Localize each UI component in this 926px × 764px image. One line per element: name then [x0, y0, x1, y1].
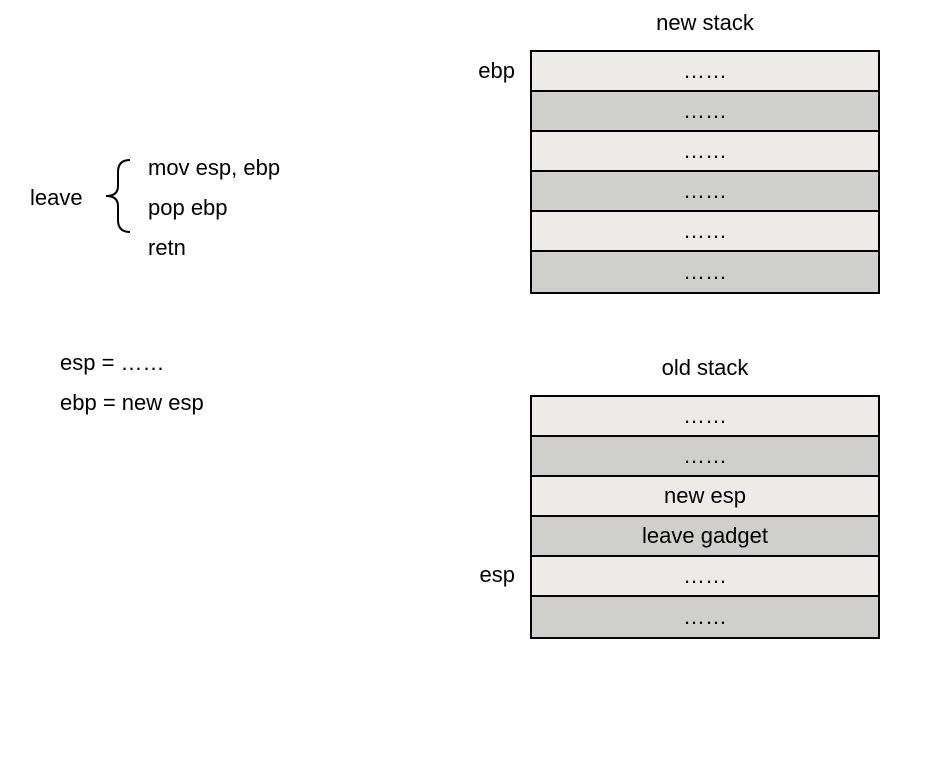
leave-label: leave	[30, 185, 83, 211]
instruction-retn: retn	[148, 235, 186, 261]
stack-row-text: ……	[683, 563, 727, 589]
old-stack-title-text: old stack	[662, 355, 749, 380]
stack-row-text: ……	[683, 98, 727, 124]
leave-label-text: leave	[30, 185, 83, 210]
new-stack-box: …… …… …… …… …… ……	[530, 50, 880, 294]
stack-row-text: ……	[683, 138, 727, 164]
instruction-mov: mov esp, ebp	[148, 155, 280, 181]
stack-row: new esp	[532, 477, 878, 517]
stack-row: ……	[532, 172, 878, 212]
stack-row-text: ……	[683, 178, 727, 204]
new-stack-title-text: new stack	[656, 10, 754, 35]
stack-row-text: ……	[683, 443, 727, 469]
stack-row-text: ……	[683, 218, 727, 244]
equation-esp-text: esp = ……	[60, 350, 165, 375]
instruction-pop-text: pop ebp	[148, 195, 228, 220]
stack-row: ……	[532, 212, 878, 252]
stack-row: ……	[532, 52, 878, 92]
stack-row-text: ……	[683, 604, 727, 630]
stack-row-text: ……	[683, 58, 727, 84]
old-stack-pointer-label: esp	[420, 562, 515, 588]
equation-esp: esp = ……	[60, 350, 165, 376]
stack-row: ……	[532, 437, 878, 477]
stack-row: ……	[532, 597, 878, 637]
new-stack-pointer-text: ebp	[478, 58, 515, 83]
stack-row: ……	[532, 92, 878, 132]
old-stack-box: …… …… new esp leave gadget …… ……	[530, 395, 880, 639]
instruction-mov-text: mov esp, ebp	[148, 155, 280, 180]
equation-ebp-text: ebp = new esp	[60, 390, 204, 415]
stack-row-text: ……	[683, 403, 727, 429]
stack-row-text: ……	[683, 259, 727, 285]
new-stack-title: new stack	[530, 10, 880, 36]
stack-row: ……	[532, 132, 878, 172]
stack-row-text: new esp	[664, 483, 746, 509]
new-stack-pointer-label: ebp	[420, 58, 515, 84]
stack-row: ……	[532, 252, 878, 292]
stack-row-text: leave gadget	[642, 523, 768, 549]
brace-icon	[102, 158, 132, 234]
old-stack-pointer-text: esp	[480, 562, 515, 587]
stack-row: ……	[532, 557, 878, 597]
equation-ebp: ebp = new esp	[60, 390, 204, 416]
stack-row: ……	[532, 397, 878, 437]
old-stack-title: old stack	[530, 355, 880, 381]
instruction-retn-text: retn	[148, 235, 186, 260]
instruction-pop: pop ebp	[148, 195, 228, 221]
stack-row: leave gadget	[532, 517, 878, 557]
